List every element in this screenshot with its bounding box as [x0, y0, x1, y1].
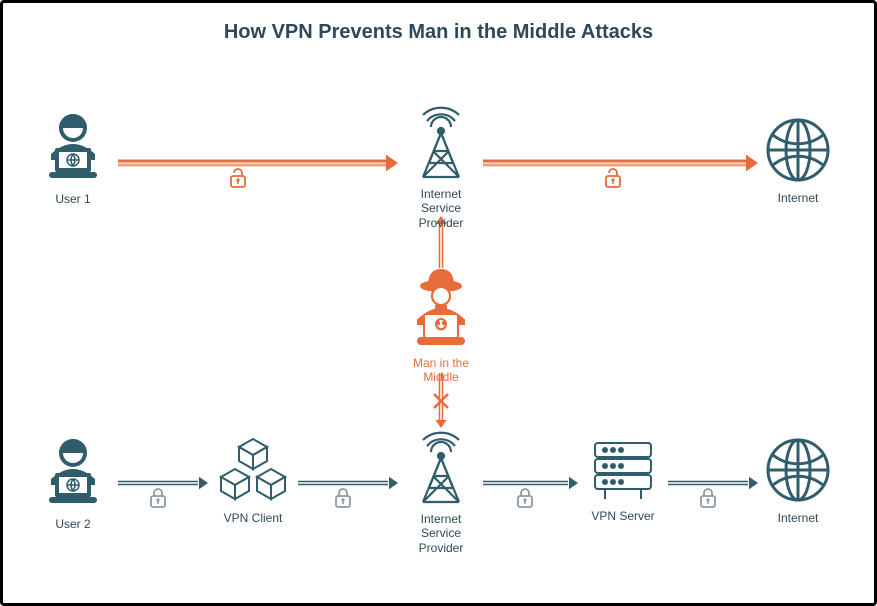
label-isp2: Internet Service Provider: [403, 512, 479, 555]
tower-icon: [403, 428, 479, 508]
locked-icon: [518, 489, 532, 507]
node-vpnserver: VPN Server: [585, 437, 661, 523]
diagram-frame: How VPN Prevents Man in the Middle Attac…: [0, 0, 877, 606]
node-vpnclient: VPN Client: [215, 435, 291, 525]
node-isp1: Internet Service Provider: [403, 103, 479, 230]
server-icon: [585, 437, 661, 505]
node-mitm: Man in the Middle: [396, 266, 486, 385]
locked-icon: [701, 489, 715, 507]
label-vpnclient: VPN Client: [215, 511, 291, 525]
locked-icon: [151, 489, 165, 507]
node-internet2: Internet: [761, 433, 835, 525]
node-user2: User 2: [33, 433, 113, 531]
label-internet1: Internet: [761, 191, 835, 205]
globe-icon: [761, 433, 835, 507]
label-mitm: Man in the Middle: [396, 356, 486, 385]
node-isp2: Internet Service Provider: [403, 428, 479, 555]
unlocked-icon: [606, 169, 620, 187]
label-isp1: Internet Service Provider: [403, 187, 479, 230]
tower-icon: [403, 103, 479, 183]
cubes-icon: [215, 435, 291, 507]
locked-icon: [336, 489, 350, 507]
label-user1: User 1: [33, 192, 113, 206]
user-laptop-icon: [33, 433, 113, 513]
node-internet1: Internet: [761, 113, 835, 205]
user-laptop-icon: [33, 108, 113, 188]
label-vpnserver: VPN Server: [585, 509, 661, 523]
globe-icon: [761, 113, 835, 187]
node-user1: User 1: [33, 108, 113, 206]
unlocked-icon: [231, 169, 245, 187]
label-user2: User 2: [33, 517, 113, 531]
hacker-icon: [396, 266, 486, 352]
label-internet2: Internet: [761, 511, 835, 525]
diagram-canvas: How VPN Prevents Man in the Middle Attac…: [3, 3, 874, 603]
